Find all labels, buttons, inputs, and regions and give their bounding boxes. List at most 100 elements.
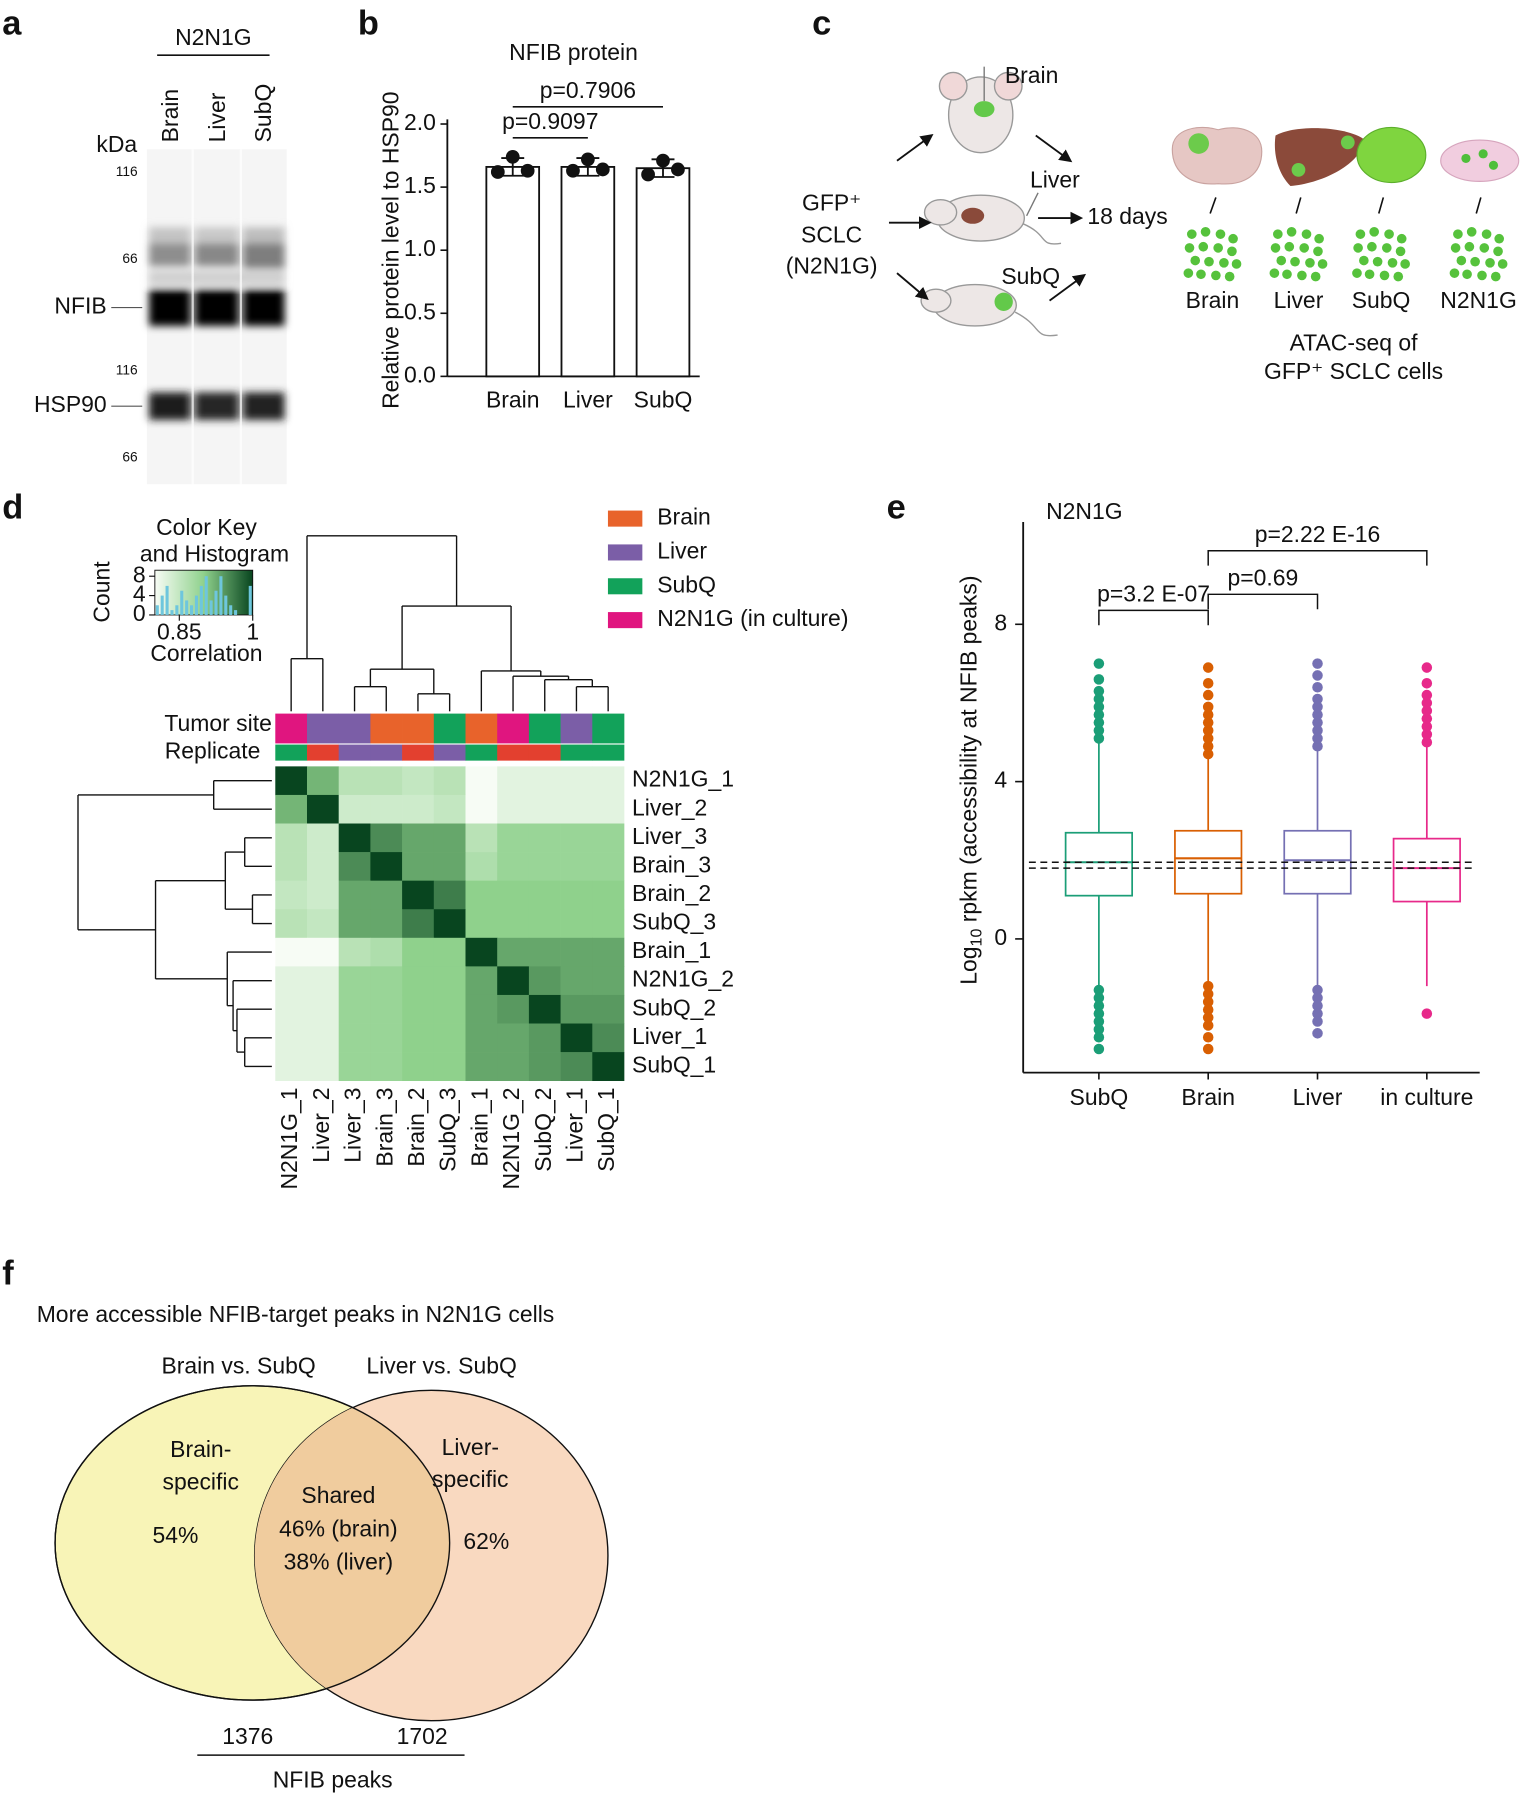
histogram-bar	[248, 585, 252, 615]
sample-label: N2N1G	[1440, 287, 1516, 313]
row-label: Liver_1	[632, 1023, 707, 1049]
tumor-site-cell	[402, 713, 435, 744]
heatmap-cell	[275, 852, 308, 882]
box	[1064, 831, 1134, 897]
x-tick-label: SubQ	[1070, 1084, 1129, 1110]
cell	[1396, 233, 1407, 244]
heatmap-cell	[560, 766, 593, 796]
panel-label: d	[2, 489, 23, 527]
cell	[1490, 271, 1501, 282]
blot-bands	[149, 227, 285, 420]
key-x-label: Correlation	[150, 640, 262, 666]
mouse-diagram	[920, 66, 1062, 337]
region-label: Shared	[301, 1482, 375, 1508]
outlier	[1202, 733, 1214, 744]
tumor-site-cell	[306, 713, 340, 744]
site-label: SubQ	[1001, 263, 1060, 289]
arrow	[896, 272, 929, 301]
data-point	[490, 165, 505, 179]
cell	[1290, 256, 1300, 267]
source-label: GFP⁺	[802, 189, 861, 215]
heatmap-cell	[560, 880, 593, 910]
outlier	[1202, 988, 1214, 1000]
mouse-ear	[938, 71, 968, 101]
box	[1392, 837, 1461, 903]
tumor-site-cell	[338, 713, 371, 744]
y-tick-label: 4	[994, 767, 1007, 793]
heatmap-cell	[402, 1052, 435, 1082]
band-label: NFIB	[54, 293, 106, 319]
legend-label: N2N1G (in culture)	[657, 605, 848, 631]
cell	[1369, 227, 1379, 237]
heatmap-cell	[497, 766, 530, 796]
cell	[1219, 257, 1229, 268]
tumor-spot	[1291, 163, 1306, 177]
heatmap-cell	[528, 994, 561, 1024]
row-label: N2N1G_2	[632, 966, 734, 992]
outlier	[1093, 1016, 1105, 1027]
replicate-cell	[338, 744, 371, 761]
legend-swatch	[607, 510, 643, 527]
band-label: HSP90	[34, 391, 107, 417]
heatmap-cell	[465, 1023, 498, 1053]
outlier	[1421, 697, 1433, 709]
cell	[1493, 246, 1503, 257]
venn-overlap	[254, 1390, 450, 1701]
key-x-tick-label: 0.85	[157, 618, 202, 644]
cell	[1478, 149, 1488, 159]
region-label: Brain-	[170, 1436, 231, 1462]
column-label: N2N1G_1	[276, 1088, 302, 1190]
outlier	[1421, 705, 1433, 717]
culture-dish	[1440, 139, 1520, 182]
heatmap-cell	[592, 937, 625, 967]
column-label: Liver_3	[340, 1088, 366, 1163]
outlier	[1202, 701, 1214, 713]
outlier	[1093, 984, 1105, 996]
x-tick-label: Liver	[563, 387, 613, 413]
liver	[961, 207, 985, 224]
comparison-bracket	[1207, 593, 1319, 610]
sample-label: SubQ	[1352, 287, 1411, 313]
heatmap-cell	[433, 994, 466, 1024]
histogram-bar	[190, 605, 194, 615]
column-label: N2N1G_2	[498, 1088, 524, 1190]
venn-title: More accessible NFIB-target peaks in N2N…	[37, 1301, 555, 1327]
heatmap-cell	[402, 794, 435, 824]
heatmap-cell	[370, 909, 403, 939]
heatmap-cell	[338, 852, 371, 882]
brain-organ	[1171, 126, 1263, 185]
histogram-bar	[229, 605, 233, 615]
heatmap-cell	[370, 766, 403, 796]
band	[243, 392, 285, 420]
heatmap-cell	[465, 1052, 498, 1082]
group-label: N2N1G	[175, 24, 252, 50]
cell	[1400, 259, 1410, 269]
p-value: p=0.7906	[540, 77, 636, 103]
histogram-bar	[204, 576, 208, 615]
marker-label: 66	[122, 449, 138, 464]
mouse-head	[923, 199, 958, 226]
mouse-tail	[1014, 311, 1058, 337]
blot-image	[146, 149, 287, 485]
heatmap-cell	[306, 966, 340, 996]
heatmap-cell	[433, 937, 466, 967]
key-title: Color Key	[156, 514, 257, 540]
heatmap-cell	[433, 880, 466, 910]
cell	[1317, 259, 1328, 269]
outlier	[1093, 701, 1105, 713]
y-tick-label: 0	[994, 924, 1007, 950]
key-y-label: Count	[88, 561, 114, 623]
arrows	[888, 133, 1087, 302]
histogram-bar	[165, 585, 169, 615]
heatmap-cell	[306, 794, 340, 824]
cell	[1227, 246, 1237, 257]
outlier	[1421, 662, 1433, 673]
heatmap-cell	[465, 823, 498, 853]
heatmap-cell	[497, 1023, 530, 1053]
heatmap-cell	[275, 994, 308, 1024]
site-label: Liver	[1030, 166, 1080, 192]
region-label: specific	[432, 1466, 509, 1492]
heatmap-cell	[528, 1023, 561, 1053]
heatmap-cell	[306, 766, 340, 796]
